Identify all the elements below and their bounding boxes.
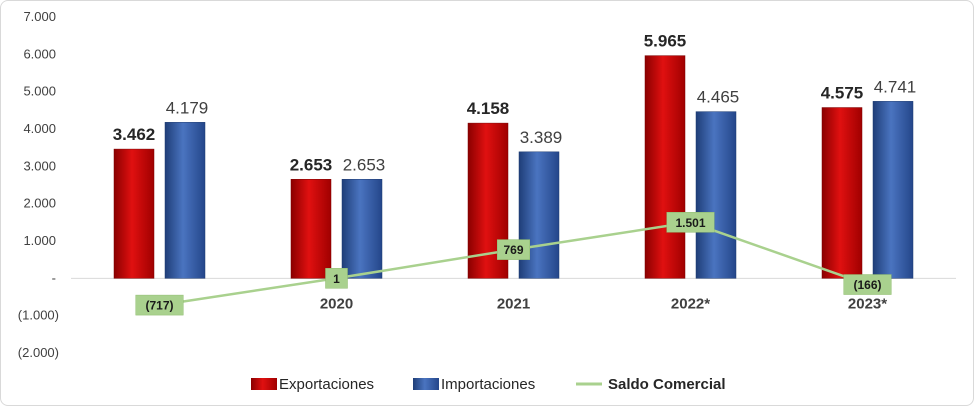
x-tick-label: 2021	[497, 295, 530, 312]
data-label-importaciones: 4.741	[874, 77, 917, 96]
bar-exportaciones	[644, 55, 686, 279]
bar-exportaciones	[821, 107, 863, 279]
data-label-box-saldo	[325, 268, 348, 289]
y-tick-label: 4.000	[23, 121, 56, 136]
data-label-exportaciones: 2.653	[290, 155, 333, 174]
line-saldo-comercial	[159, 221, 868, 307]
data-label-saldo-comercial: 1.501	[675, 216, 705, 230]
x-tick-label: 2023*	[848, 295, 887, 312]
legend-label-saldo-comercial: Saldo Comercial	[608, 376, 726, 393]
y-tick-label: 5.000	[23, 84, 56, 99]
y-tick-label: (2.000)	[18, 345, 59, 360]
legend-label-exportaciones: Exportaciones	[279, 376, 374, 393]
data-label-saldo-comercial: 1	[333, 272, 340, 286]
data-label-saldo-comercial: (717)	[145, 299, 173, 313]
data-label-importaciones: 2.653	[343, 155, 386, 174]
data-label-saldo-comercial: 769	[503, 243, 523, 257]
legend-swatch-importaciones	[413, 378, 439, 390]
data-label-exportaciones: 3.462	[113, 125, 156, 144]
x-tick-label: 2020	[320, 295, 353, 312]
data-label-box-saldo	[497, 239, 530, 260]
y-tick-label: 6.000	[23, 46, 56, 61]
bar-importaciones	[341, 179, 383, 279]
data-label-exportaciones: 5.965	[644, 32, 687, 51]
y-tick-label: (1.000)	[18, 308, 59, 323]
data-label-box-saldo	[666, 212, 715, 233]
data-label-exportaciones: 4.158	[467, 99, 510, 118]
bar-importaciones	[695, 111, 737, 279]
data-label-importaciones: 4.179	[166, 98, 209, 117]
data-label-importaciones: 3.389	[520, 128, 563, 147]
line-layer	[159, 221, 868, 307]
bar-importaciones	[872, 101, 914, 279]
bar-importaciones	[164, 122, 206, 279]
bar-exportaciones	[113, 148, 155, 279]
y-tick-label: 1.000	[23, 233, 56, 248]
y-tick-label: 2.000	[23, 196, 56, 211]
axis-layer: 7.000 6.000 5.000 4.000 3.000 2.000 1.000 - (1.0…	[18, 9, 956, 360]
data-label-box-saldo	[135, 294, 184, 316]
data-label-exportaciones: 4.575	[821, 84, 864, 103]
legend: Exportaciones Importaciones Saldo Comercia…	[251, 376, 726, 393]
legend-swatch-exportaciones	[251, 378, 277, 390]
y-tick-label: 3.000	[23, 158, 56, 173]
data-label-saldo-comercial: (166)	[853, 278, 881, 292]
data-label-importaciones: 4.465	[697, 88, 740, 107]
bar-exportaciones	[290, 179, 332, 279]
data-label-box-saldo	[843, 274, 892, 295]
y-tick-label: -	[52, 270, 56, 285]
y-tick-label: 7.000	[23, 9, 56, 24]
labels-layer: 3.4624.17920192.6532.65320204.1583.38920…	[113, 32, 917, 316]
legend-label-importaciones: Importaciones	[441, 376, 535, 393]
x-tick-label: 2022*	[671, 295, 710, 312]
